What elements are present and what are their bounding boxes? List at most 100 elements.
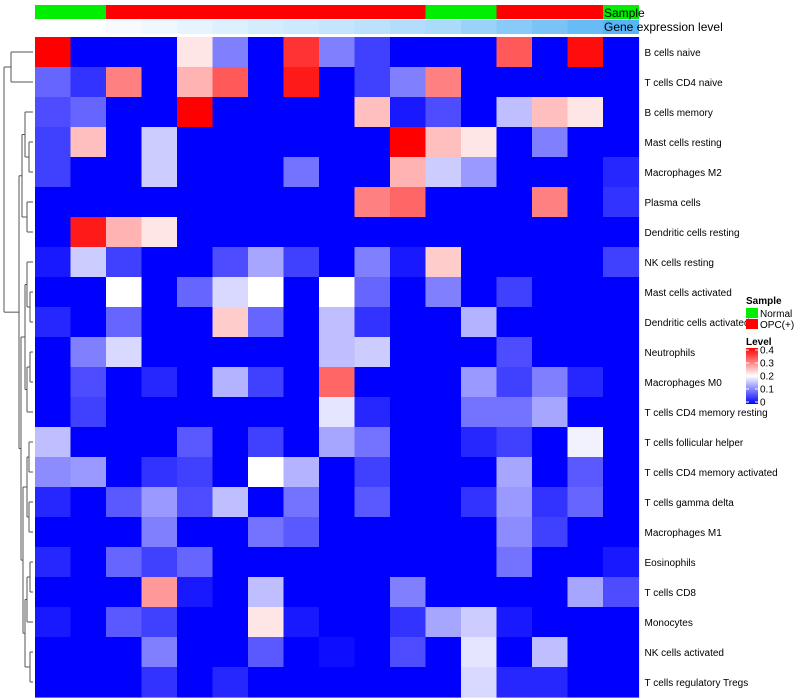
heatmap-cell: [35, 607, 72, 638]
heatmap-cell: [248, 247, 285, 278]
row-label: T cells gamma delta: [645, 498, 735, 509]
row-label: T cells CD4 memory activated: [645, 468, 778, 479]
row-label: T cells follicular helper: [645, 438, 744, 449]
heatmap-cell: [496, 157, 533, 188]
row-label: T cells CD4 memory resting: [645, 408, 768, 419]
heatmap-cell: [354, 547, 391, 578]
heatmap-cell: [70, 637, 107, 668]
row-label: T cells CD8: [645, 588, 697, 599]
heatmap-cell: [461, 607, 498, 638]
heatmap-cell: [425, 637, 462, 668]
heatmap-cell: [461, 397, 498, 428]
heatmap-cell: [567, 217, 604, 248]
heatmap-cell: [532, 187, 569, 218]
heatmap-cell: [141, 487, 178, 518]
heatmap-cell: [319, 157, 356, 188]
heatmap-cell: [354, 367, 391, 398]
row-label: Monocytes: [645, 618, 693, 629]
heatmap-cell: [496, 607, 533, 638]
heatmap-cell: [106, 637, 143, 668]
heatmap-cell: [106, 487, 143, 518]
heatmap-cell: [425, 367, 462, 398]
heatmap-cell: [319, 337, 356, 368]
heatmap-cell: [461, 157, 498, 188]
row-label: Macrophages M2: [645, 168, 723, 179]
heatmap-cell: [425, 307, 462, 338]
heatmap-cell: [248, 67, 285, 98]
heatmap-cell: [177, 517, 214, 548]
heatmap-cell: [603, 667, 640, 698]
heatmap-cell: [141, 337, 178, 368]
heatmap-cell: [425, 67, 462, 98]
heatmap-cell: [603, 217, 640, 248]
heatmap-cell: [106, 457, 143, 488]
heatmap-cell: [390, 607, 427, 638]
heatmap-cell: [532, 277, 569, 308]
heatmap-cell: [283, 637, 320, 668]
legend-level-tick-label: 0.2: [760, 372, 774, 383]
heatmap-cell: [461, 37, 498, 68]
heatmap-cell: [461, 97, 498, 128]
heatmap-cell: [70, 217, 107, 248]
heatmap-cell: [319, 607, 356, 638]
heatmap-cell: [567, 637, 604, 668]
row-label: Mast cells activated: [645, 288, 732, 299]
sample-annotation-cell: [532, 5, 569, 19]
heatmap-cell: [390, 37, 427, 68]
legend-level-title: Level: [746, 337, 772, 348]
heatmap-cell: [248, 187, 285, 218]
heatmap-cell: [390, 367, 427, 398]
heatmap-cell: [35, 367, 72, 398]
heatmap-cell: [496, 547, 533, 578]
heatmap-cell: [496, 37, 533, 68]
heatmap-cell: [319, 217, 356, 248]
heatmap-cell: [106, 127, 143, 158]
heatmap-cell: [106, 277, 143, 308]
heatmap-cell: [496, 577, 533, 608]
heatmap-cell: [70, 247, 107, 278]
heatmap-cell: [212, 97, 249, 128]
heatmap-cell: [425, 577, 462, 608]
heatmap-cell: [532, 427, 569, 458]
heatmap-cell: [425, 487, 462, 518]
heatmap-cell: [354, 667, 391, 698]
heatmap-cell: [141, 547, 178, 578]
heatmap-cell: [425, 427, 462, 458]
heatmap-cell: [390, 517, 427, 548]
heatmap-cell: [283, 427, 320, 458]
heatmap-cell: [35, 277, 72, 308]
heatmap-cell: [496, 97, 533, 128]
heatmap-cell: [532, 397, 569, 428]
heatmap-cell: [35, 667, 72, 698]
heatmap-cell: [567, 457, 604, 488]
heatmap-cell: [106, 577, 143, 608]
heatmap-cell: [319, 637, 356, 668]
heatmap-cell: [177, 397, 214, 428]
heatmap-cell: [248, 517, 285, 548]
sample-annotation-cell: [425, 5, 462, 19]
heatmap-cell: [248, 577, 285, 608]
heatmap-cell: [390, 487, 427, 518]
heatmap-cell: [106, 67, 143, 98]
heatmap-cell: [35, 427, 72, 458]
heatmap-cell: [141, 637, 178, 668]
heatmap-cell: [212, 667, 249, 698]
heatmap-cell: [425, 337, 462, 368]
row-label: Plasma cells: [645, 198, 701, 209]
heatmap-cell: [354, 67, 391, 98]
heatmap-cell: [319, 397, 356, 428]
heatmap-cell: [70, 187, 107, 218]
heatmap-cell: [212, 547, 249, 578]
heatmap-cell: [212, 307, 249, 338]
heatmap-cell: [212, 127, 249, 158]
heatmap-cell: [390, 457, 427, 488]
heatmap-cell: [567, 397, 604, 428]
heatmap-cell: [106, 517, 143, 548]
heatmap-cell: [390, 127, 427, 158]
legend-level-tick-label: 0.3: [760, 359, 774, 370]
heatmap-cell: [425, 97, 462, 128]
heatmap-cell: [603, 427, 640, 458]
heatmap-cell: [354, 97, 391, 128]
heatmap-cell: [603, 547, 640, 578]
heatmap-cell: [319, 187, 356, 218]
